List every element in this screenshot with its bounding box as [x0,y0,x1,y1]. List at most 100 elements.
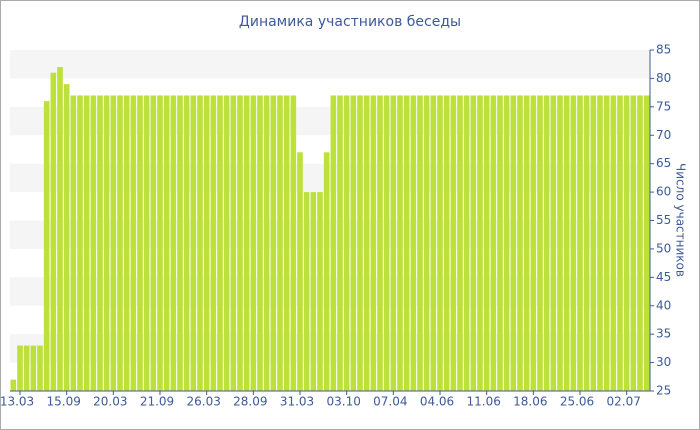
bar [543,95,550,391]
bar [217,95,223,391]
x-tick-label: 28.09 [233,395,267,409]
bar [443,95,450,391]
bar [283,95,290,391]
bar [623,95,630,391]
bar [43,101,50,392]
bar [377,95,383,391]
bar [597,95,603,391]
grid-band [10,50,650,79]
bar [303,192,310,391]
bar [437,95,443,391]
grid-band [10,106,650,136]
bar [590,95,597,391]
x-tick-label: 13.03 [0,395,34,409]
bar [10,379,17,391]
bar [230,95,237,391]
bar [390,95,397,391]
y-tick-label: 80 [656,71,671,85]
bar [463,95,470,391]
bar [17,345,23,391]
bar [83,95,90,391]
bar [410,95,417,391]
bar [457,95,463,391]
bar [537,95,543,391]
bar [430,95,437,391]
bar [317,192,323,391]
y-tick-label: 50 [656,241,671,255]
bar [363,95,370,391]
bar [257,95,263,391]
bar [563,95,570,391]
bar [57,67,63,392]
bar [490,95,497,391]
bar [170,95,177,391]
bar [477,95,483,391]
bar [77,95,83,391]
bar [470,95,477,391]
bar [150,95,157,391]
bar [30,345,37,391]
bar [37,345,43,391]
bar [70,95,77,391]
bar [370,95,377,391]
x-tick-label: 02.07 [606,395,640,409]
x-tick-label: 20.03 [93,395,127,409]
bar [177,95,183,391]
x-tick-label: 03.10 [326,395,360,409]
bar [50,72,57,391]
y-tick-label: 35 [656,327,671,341]
bar [97,95,103,391]
bar [290,95,297,391]
bar [617,95,623,391]
y-tick-label: 75 [656,99,671,113]
grid-band [10,220,650,249]
x-tick-label: 07.04 [373,395,407,409]
bar [630,95,637,391]
bar [323,152,330,391]
bar [497,95,503,391]
y-tick-label: 55 [656,213,671,227]
bar [183,95,190,391]
y-tick-label: 45 [656,270,671,284]
bar [210,95,217,391]
bar [330,95,337,391]
bar [63,84,70,391]
bar [523,95,530,391]
x-tick-label: 31.03 [280,395,314,409]
bar [297,152,303,391]
y-tick-label: 70 [656,128,671,142]
x-tick-label: 04.06 [420,395,454,409]
bar [277,95,283,391]
y-tick-label: 25 [656,384,671,398]
bar [203,95,210,391]
x-tick-label: 15.09 [46,395,80,409]
bar [610,95,617,391]
grid-band [10,163,650,193]
y-tick-label: 85 [656,43,671,57]
grid-band [10,334,650,363]
bar [157,95,163,391]
bar [383,95,390,391]
bar [270,95,277,391]
bar [577,95,583,391]
bar [417,95,423,391]
bar [123,95,130,391]
bar [223,95,230,391]
x-tick-label: 18.06 [513,395,547,409]
bar [397,95,403,391]
y-axis-label: Число участников [674,163,688,277]
bar [143,95,150,391]
bar [350,95,357,391]
y-tick-label: 60 [656,185,671,199]
bar [570,95,577,391]
bar [197,95,203,391]
bar [337,95,343,391]
bar [510,95,517,391]
bar [483,95,490,391]
x-tick-label: 25.06 [560,395,594,409]
bar [263,95,270,391]
y-tick-label: 30 [656,355,671,369]
x-tick-label: 11.06 [466,395,500,409]
bar [243,95,250,391]
